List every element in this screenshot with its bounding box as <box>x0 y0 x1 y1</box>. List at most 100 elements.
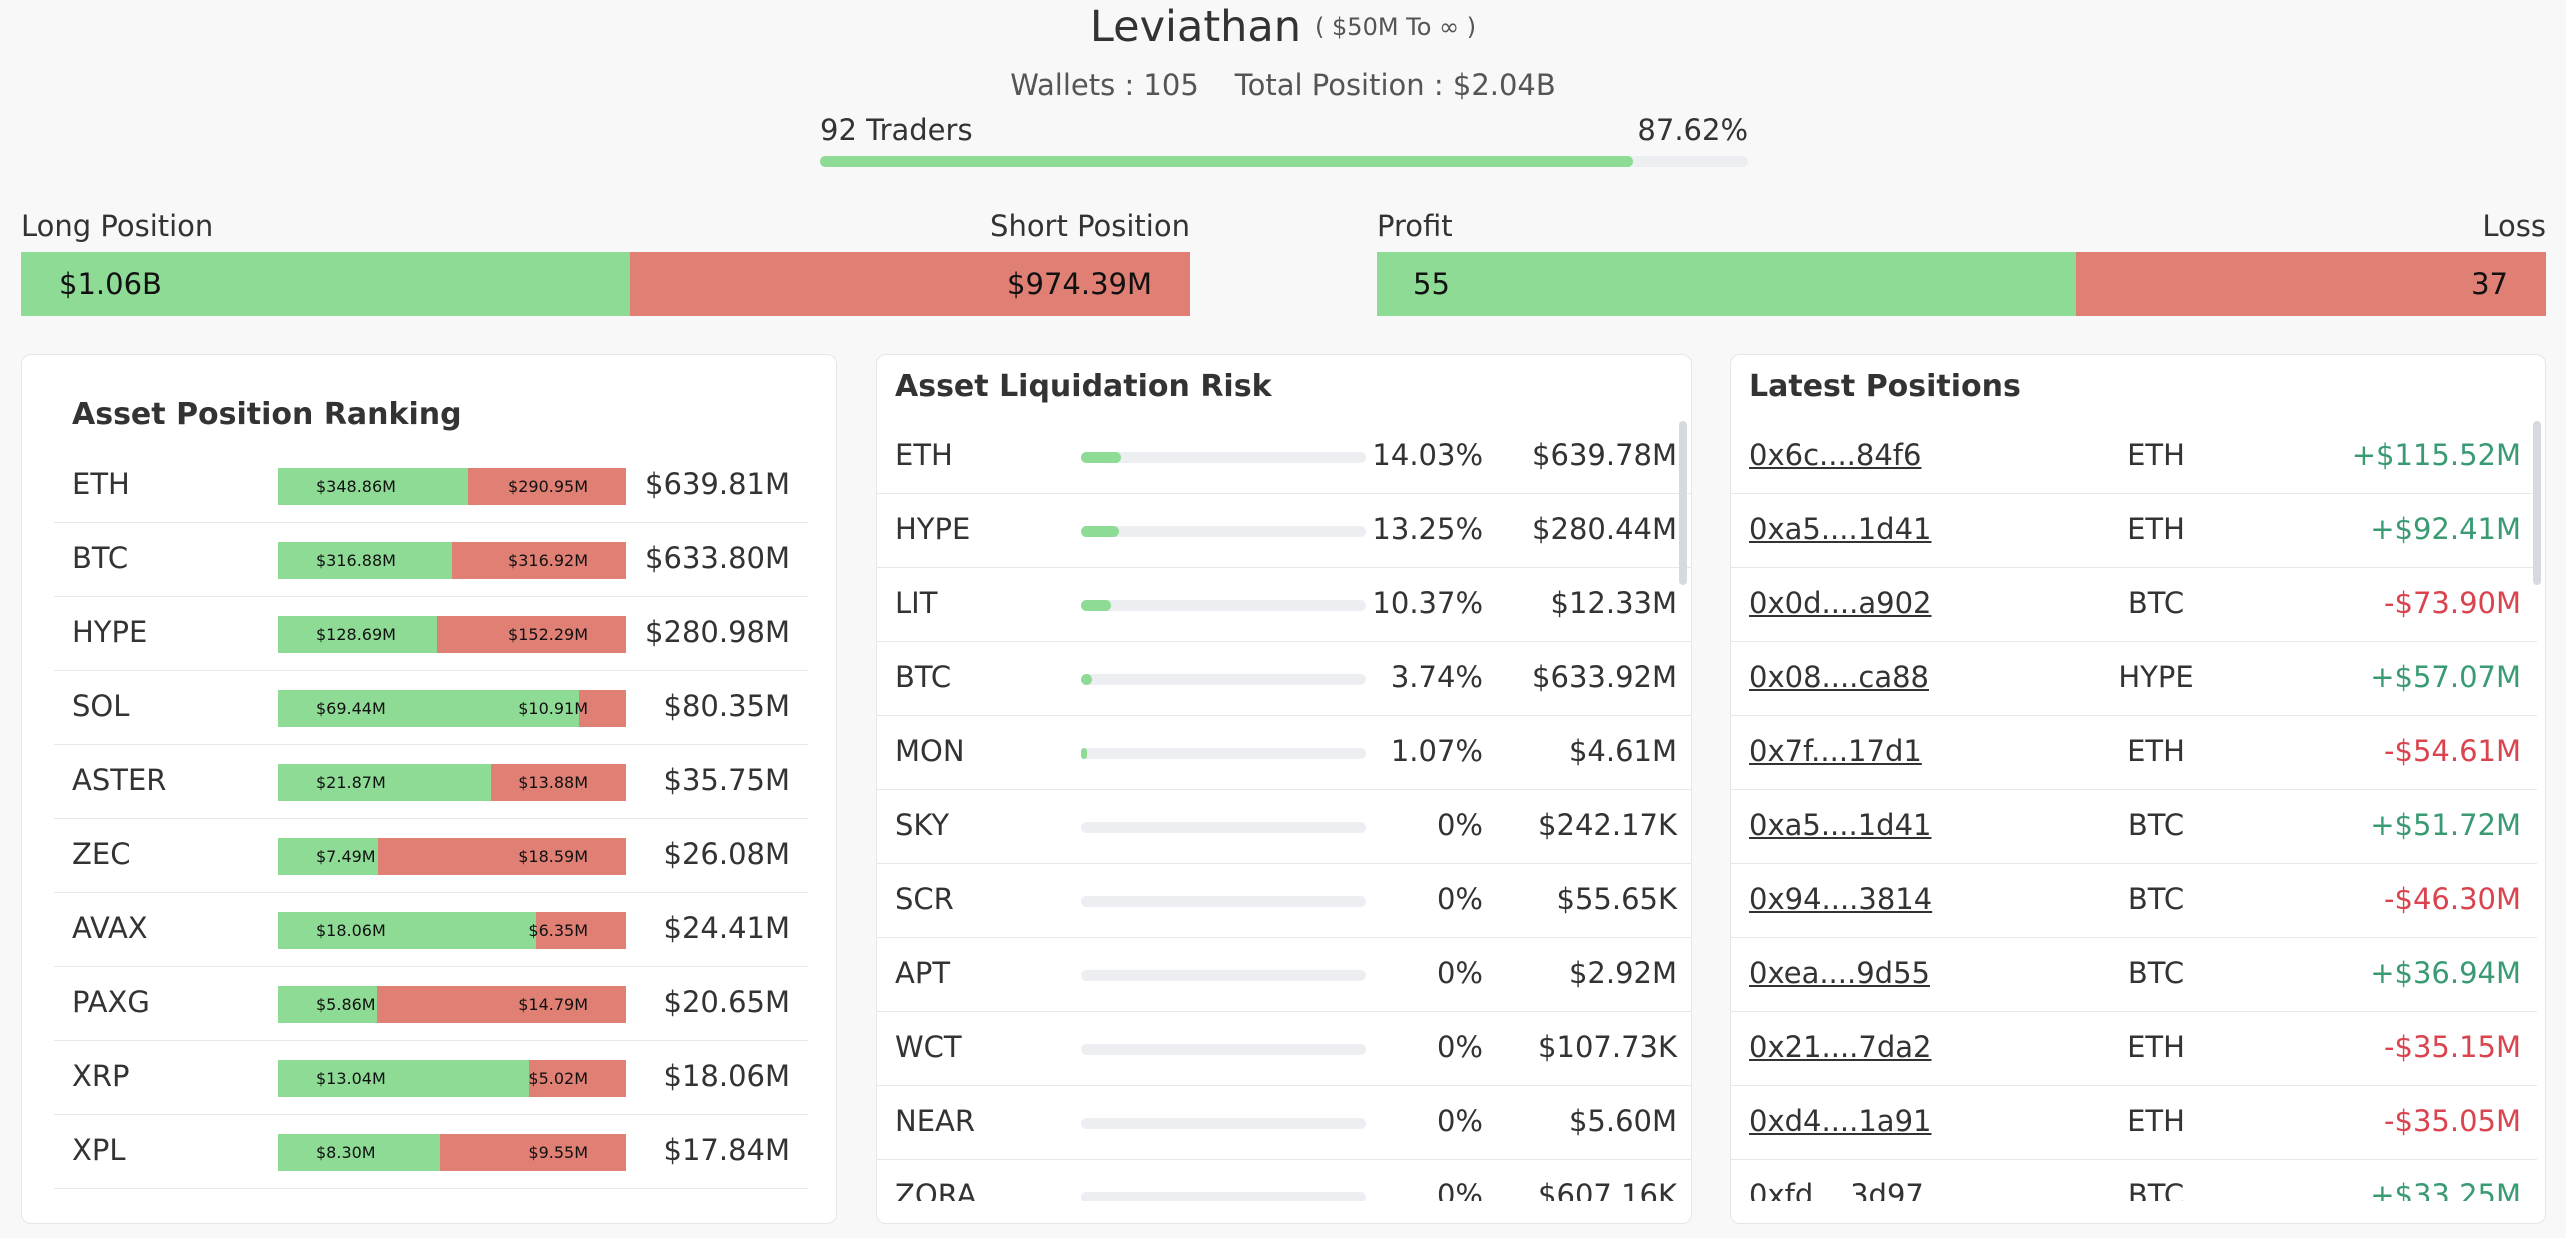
liquidation-row[interactable]: APT 0% $2.92M <box>877 938 1691 1012</box>
ranking-row[interactable]: ZEC $7.49M $18.59M $26.08M <box>54 819 808 893</box>
asset-symbol: BTC <box>2127 808 2185 842</box>
asset-liquidation-risk-panel: Asset Liquidation Risk ETH 14.03% $639.78M… <box>876 354 1692 1224</box>
liquidation-row[interactable]: ETH 14.03% $639.78M <box>877 420 1691 494</box>
position-labels: Long Position Short Position <box>21 209 1190 249</box>
traders-progress-fill <box>820 156 1634 167</box>
liquidation-scrollbar[interactable] <box>1679 421 1687 585</box>
ranking-row[interactable]: XRP $13.04M $5.02M $18.06M <box>54 1041 808 1115</box>
latest-position-row[interactable]: 0x08....ca88 HYPE +$57.07M <box>1731 642 2537 716</box>
long-segment <box>278 468 468 505</box>
wallet-address-link[interactable]: 0x0d....a902 <box>1749 586 1932 620</box>
liquidation-row[interactable]: WCT 0% $107.73K <box>877 1012 1691 1086</box>
liquidation-row[interactable]: SKY 0% $242.17K <box>877 790 1691 864</box>
latest-position-row[interactable]: 0xa5....1d41 BTC +$51.72M <box>1731 790 2537 864</box>
ranking-row[interactable]: AVAX $18.06M $6.35M $24.41M <box>54 893 808 967</box>
long-short-split-bar: $21.87M $13.88M <box>278 764 626 801</box>
asset-symbol: ZEC <box>72 837 131 871</box>
liquidation-list[interactable]: ETH 14.03% $639.78M HYPE 13.25% $280.44M LIT 10… <box>877 420 1691 1201</box>
total-value: $17.84M <box>663 1133 791 1167</box>
ranking-row[interactable]: XPL $8.30M $9.55M $17.84M <box>54 1115 808 1189</box>
risk-progress-bar <box>1081 674 1366 685</box>
risk-progress-bar <box>1081 970 1366 981</box>
latest-position-row[interactable]: 0xd4....1a91 ETH -$35.05M <box>1731 1086 2537 1160</box>
page-header: Leviathan ( $50M To ∞ ) <box>0 2 2566 52</box>
ranking-row[interactable]: ETH $348.86M $290.95M $639.81M <box>54 449 808 523</box>
liquidation-row[interactable]: BTC 3.74% $633.92M <box>877 642 1691 716</box>
latest-position-row[interactable]: 0x7f....17d1 ETH -$54.61M <box>1731 716 2537 790</box>
wallet-address-link[interactable]: 0x94....3814 <box>1749 882 1933 916</box>
long-short-split-bar: $18.06M $6.35M <box>278 912 626 949</box>
latest-position-row[interactable]: 0x94....3814 BTC -$46.30M <box>1731 864 2537 938</box>
liquidation-row[interactable]: MON 1.07% $4.61M <box>877 716 1691 790</box>
short-value: $290.95M <box>508 477 588 496</box>
short-value: $18.59M <box>518 847 588 866</box>
asset-symbol: HYPE <box>72 615 148 649</box>
wallet-address-link[interactable]: 0x6c....84f6 <box>1749 438 1922 472</box>
long-value: $316.88M <box>316 551 396 570</box>
pnl-value: -$73.90M <box>2384 586 2521 620</box>
risk-progress-bar <box>1081 1044 1366 1055</box>
risk-percent: 0% <box>1436 882 1483 916</box>
wallet-address-link[interactable]: 0x7f....17d1 <box>1749 734 1922 768</box>
ranking-row[interactable]: BTC $316.88M $316.92M $633.80M <box>54 523 808 597</box>
risk-progress-bar <box>1081 1118 1366 1129</box>
ranking-row[interactable]: HYPE $128.69M $152.29M $280.98M <box>54 597 808 671</box>
long-value: $69.44M <box>316 699 386 718</box>
asset-symbol: AVAX <box>72 911 148 945</box>
long-segment <box>278 1134 440 1171</box>
liquidation-row[interactable]: HYPE 13.25% $280.44M <box>877 494 1691 568</box>
wallet-address-link[interactable]: 0xfd....3d97 <box>1749 1178 1924 1201</box>
liquidation-row[interactable]: SCR 0% $55.65K <box>877 864 1691 938</box>
asset-symbol: ETH <box>2127 438 2185 472</box>
pnl-value: +$51.72M <box>2370 808 2521 842</box>
risk-progress-fill <box>1081 526 1119 537</box>
loss-value: 37 <box>2471 267 2508 301</box>
wallet-address-link[interactable]: 0xd4....1a91 <box>1749 1104 1932 1138</box>
wallet-address-link[interactable]: 0x08....ca88 <box>1749 660 1930 694</box>
risk-progress-bar <box>1081 748 1366 759</box>
asset-symbol: SOL <box>72 689 130 723</box>
wallet-address-link[interactable]: 0xea....9d55 <box>1749 956 1930 990</box>
latest-position-row[interactable]: 0xfd....3d97 BTC +$33.25M <box>1731 1160 2537 1201</box>
ranking-row[interactable]: SOL $69.44M $10.91M $80.35M <box>54 671 808 745</box>
total-value: $633.80M <box>645 541 790 575</box>
pnl-value: +$115.52M <box>2351 438 2521 472</box>
ranking-row[interactable]: PAXG $5.86M $14.79M $20.65M <box>54 967 808 1041</box>
position-value: $55.65K <box>1556 882 1678 916</box>
latest-position-row[interactable]: 0x21....7da2 ETH -$35.15M <box>1731 1012 2537 1086</box>
wallet-address-link[interactable]: 0xa5....1d41 <box>1749 808 1932 842</box>
risk-progress-fill <box>1081 674 1092 685</box>
latest-position-row[interactable]: 0x6c....84f6 ETH +$115.52M <box>1731 420 2537 494</box>
risk-percent: 0% <box>1436 956 1483 990</box>
short-value: $13.88M <box>518 773 588 792</box>
long-value: $8.30M <box>316 1143 376 1162</box>
short-position-label: Short Position <box>990 209 1190 243</box>
latest-position-row[interactable]: 0xea....9d55 BTC +$36.94M <box>1731 938 2537 1012</box>
liquidation-row[interactable]: NEAR 0% $5.60M <box>877 1086 1691 1160</box>
asset-symbol: ETH <box>72 467 130 501</box>
latest-positions-scrollbar[interactable] <box>2533 421 2541 585</box>
range-label: ( $50M To ∞ ) <box>1315 13 1477 41</box>
risk-progress-fill <box>1081 748 1087 759</box>
liquidation-row[interactable]: ZORA 0% $607.16K <box>877 1160 1691 1201</box>
wallet-address-link[interactable]: 0x21....7da2 <box>1749 1030 1932 1064</box>
asset-symbol: ETH <box>2127 1104 2185 1138</box>
total-value: $80.35M <box>663 689 791 723</box>
long-short-split-bar: $69.44M $10.91M <box>278 690 626 727</box>
short-value: $316.92M <box>508 551 588 570</box>
position-value: $639.78M <box>1532 438 1677 472</box>
long-segment <box>278 986 377 1023</box>
long-position-label: Long Position <box>21 209 214 243</box>
wallet-address-link[interactable]: 0xa5....1d41 <box>1749 512 1932 546</box>
short-value: $152.29M <box>508 625 588 644</box>
latest-position-row[interactable]: 0x0d....a902 BTC -$73.90M <box>1731 568 2537 642</box>
long-segment <box>278 912 536 949</box>
liquidation-row[interactable]: LIT 10.37% $12.33M <box>877 568 1691 642</box>
asset-symbol: BTC <box>895 660 952 694</box>
risk-percent: 13.25% <box>1372 512 1483 546</box>
traders-label: 92 Traders <box>820 113 973 147</box>
ranking-row[interactable]: ASTER $21.87M $13.88M $35.75M <box>54 745 808 819</box>
long-segment <box>278 616 438 653</box>
latest-positions-list[interactable]: 0x6c....84f6 ETH +$115.52M 0xa5....1d41 ETH +… <box>1731 420 2545 1201</box>
latest-position-row[interactable]: 0xa5....1d41 ETH +$92.41M <box>1731 494 2537 568</box>
